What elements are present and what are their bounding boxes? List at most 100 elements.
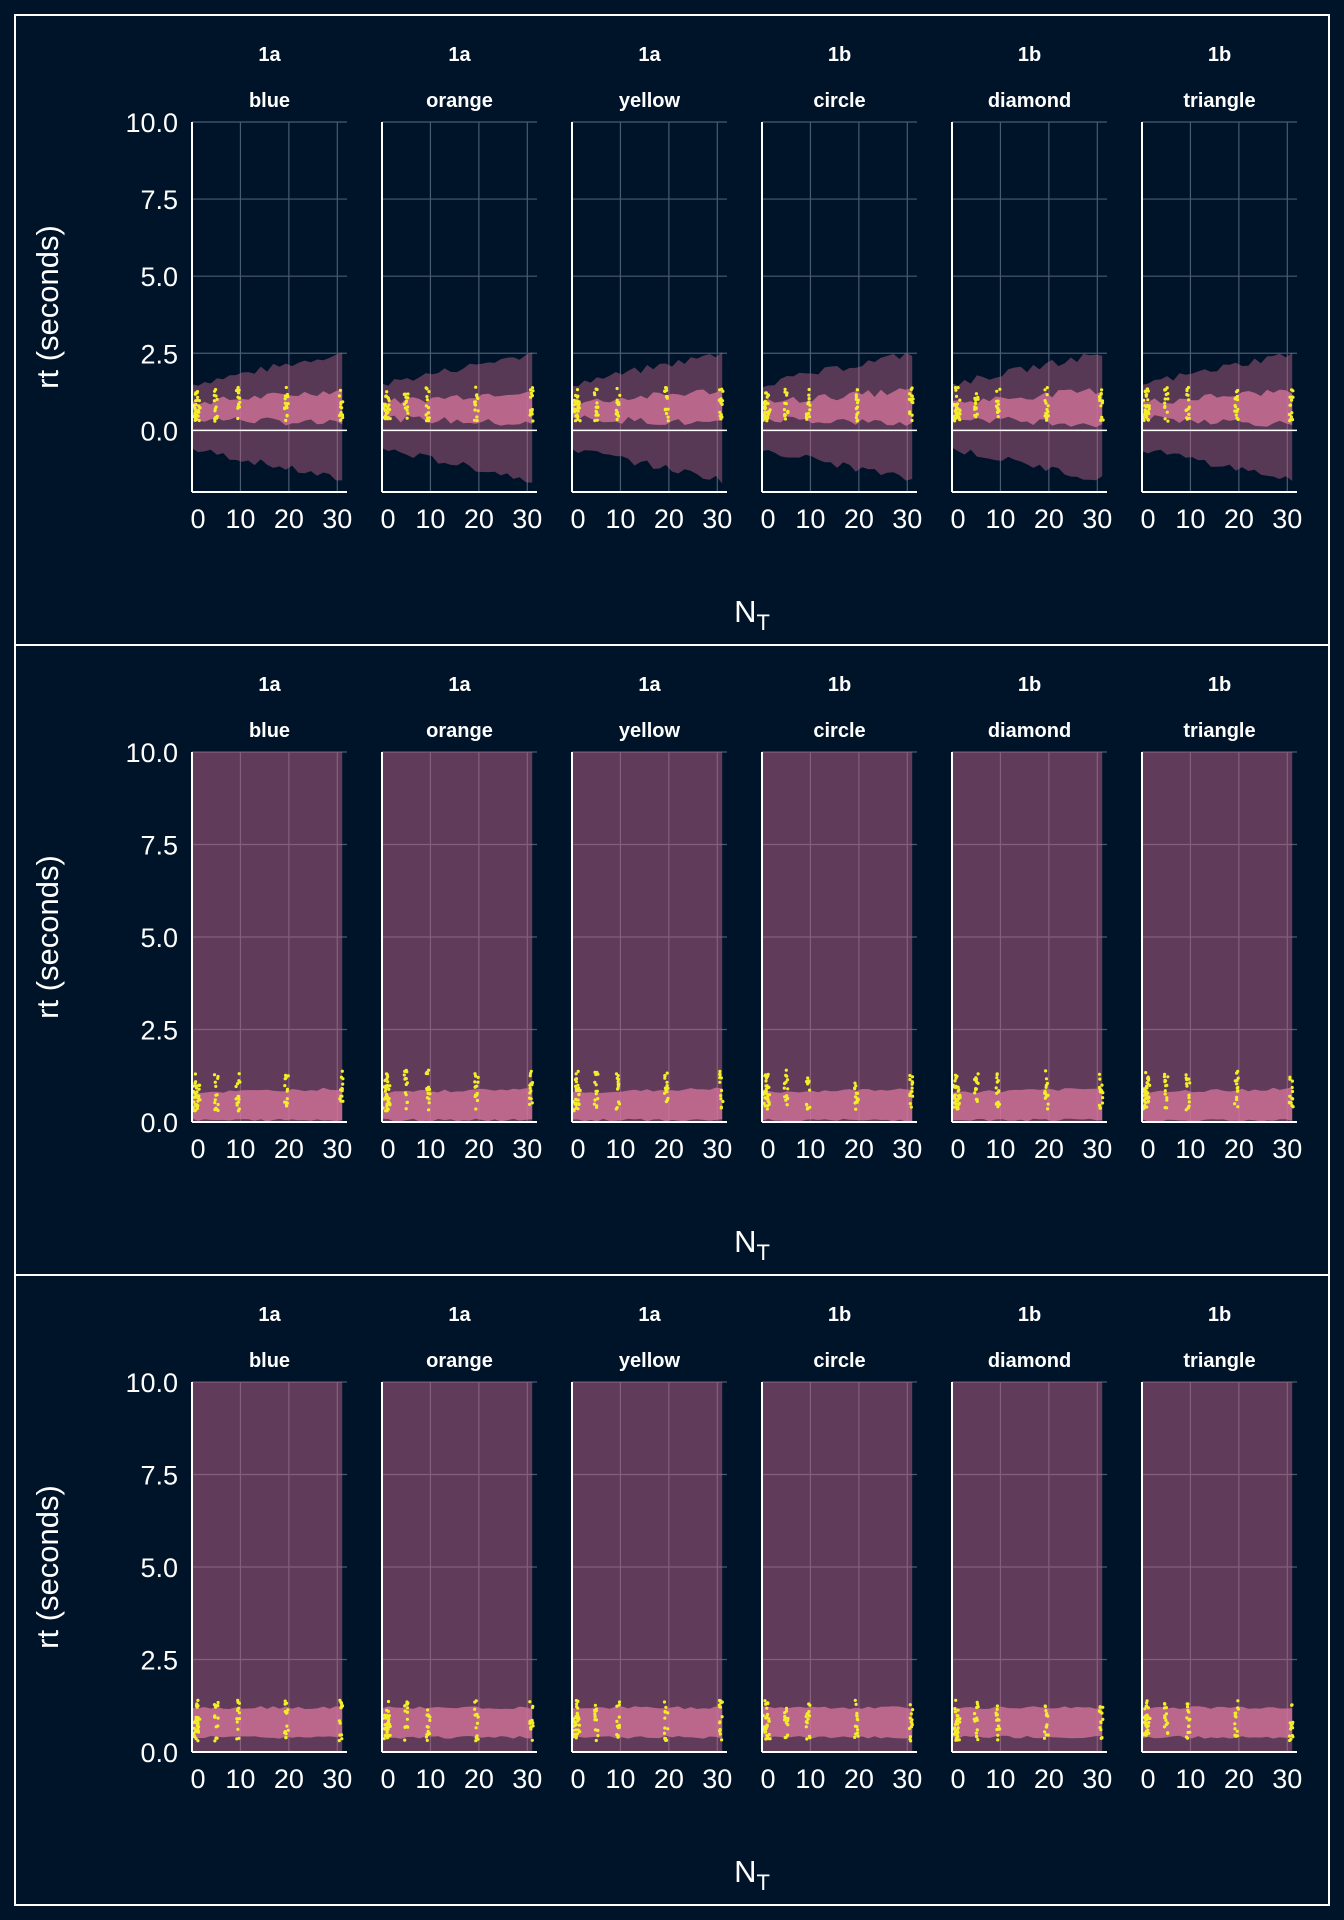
- rt-point: [958, 408, 962, 412]
- rt-point: [910, 386, 914, 390]
- rt-point: [212, 1073, 217, 1077]
- rt-point: [384, 1723, 388, 1727]
- rt-point: [956, 1708, 960, 1712]
- y-axis-title: rt (seconds): [30, 225, 65, 389]
- rt-point: [718, 1073, 722, 1077]
- rt-point: [764, 415, 768, 419]
- rt-point: [806, 1076, 810, 1080]
- rt-point: [976, 397, 980, 401]
- rt-point: [214, 1093, 218, 1097]
- rt-point: [528, 1102, 532, 1106]
- y-tick-label: 5.0: [140, 1553, 178, 1583]
- rt-point: [529, 1097, 533, 1101]
- rt-point: [855, 1714, 859, 1718]
- rt-point: [717, 398, 722, 402]
- rt-point: [193, 406, 197, 410]
- rt-point: [427, 419, 431, 423]
- rt-point: [195, 391, 199, 395]
- rt-point: [426, 1733, 430, 1737]
- rt-point: [197, 1094, 201, 1098]
- y-tick-label: 0.0: [140, 416, 178, 446]
- x-tick-label: 20: [1224, 1764, 1254, 1794]
- rt-point: [664, 1736, 668, 1741]
- x-tick-label: 20: [654, 1764, 684, 1794]
- rt-point: [213, 417, 217, 421]
- rt-point: [973, 1719, 977, 1723]
- rt-point: [213, 1098, 217, 1102]
- strip-experiment-label: 1b: [1208, 1304, 1231, 1326]
- rt-point: [1042, 1736, 1047, 1740]
- rt-point: [853, 1698, 857, 1702]
- rt-point: [531, 389, 535, 393]
- rt-point: [286, 395, 290, 399]
- rt-point: [666, 415, 670, 419]
- rt-point: [1147, 404, 1151, 408]
- rt-point: [530, 394, 535, 398]
- rt-point: [475, 393, 479, 397]
- panel-triangle: 1b triangle 0 10 20 30: [1140, 674, 1302, 1164]
- rt-point: [339, 1701, 344, 1705]
- outer-band: [382, 752, 533, 1122]
- rt-point: [1098, 1090, 1102, 1094]
- x-tick-label: 10: [605, 1134, 635, 1164]
- y-tick-label: 7.5: [140, 831, 178, 861]
- x-tick-label: 30: [892, 504, 922, 534]
- rt-point: [805, 1737, 809, 1741]
- rt-point: [1288, 403, 1293, 407]
- y-tick-label: 0.0: [140, 1108, 178, 1138]
- rt-point: [910, 1080, 914, 1084]
- rt-point: [340, 1069, 344, 1073]
- x-tick-label: 30: [702, 504, 732, 534]
- rt-point: [1144, 1723, 1148, 1727]
- rt-point: [405, 1706, 410, 1710]
- rt-point: [474, 1699, 478, 1703]
- x-tick-label: 0: [950, 1764, 965, 1794]
- rt-point: [426, 411, 431, 415]
- rt-point: [995, 1727, 999, 1732]
- x-tick-label: 20: [844, 1764, 874, 1794]
- rt-point: [214, 394, 218, 398]
- rt-point: [974, 1734, 979, 1739]
- rt-point: [805, 1712, 809, 1716]
- rt-point: [237, 1072, 241, 1076]
- rt-point: [1046, 1102, 1050, 1106]
- x-tick-label: 20: [1034, 1134, 1064, 1164]
- strip-condition-label: triangle: [1183, 720, 1255, 742]
- inner-band: [382, 390, 533, 426]
- rt-point: [617, 1700, 622, 1704]
- rt-point: [1288, 1094, 1292, 1098]
- rt-point: [573, 399, 577, 404]
- x-tick-label: 0: [190, 1134, 205, 1164]
- x-axis-title: NT: [734, 1224, 770, 1265]
- rt-point: [194, 1718, 198, 1723]
- rt-point: [1290, 1085, 1294, 1090]
- rt-point: [1043, 1096, 1047, 1100]
- rt-point: [765, 1076, 769, 1080]
- x-tick-label: 0: [760, 1134, 775, 1164]
- rt-point: [1145, 387, 1149, 391]
- rt-point: [1099, 1720, 1103, 1725]
- rt-point: [338, 1698, 342, 1702]
- x-tick-label: 10: [795, 1134, 825, 1164]
- rt-point: [910, 1075, 915, 1079]
- rt-point: [855, 388, 860, 392]
- rt-point: [592, 391, 597, 395]
- rt-point: [764, 1702, 768, 1706]
- rt-point: [1166, 397, 1170, 401]
- rt-point: [1044, 1085, 1048, 1089]
- rt-point: [213, 1108, 217, 1112]
- rt-point: [593, 1712, 597, 1716]
- rt-point: [192, 1726, 196, 1730]
- rt-point: [1046, 1733, 1050, 1737]
- rt-point: [425, 395, 429, 399]
- rt-point: [1163, 1092, 1167, 1096]
- strip-condition-label: yellow: [619, 1350, 681, 1372]
- panel-circle: 1b circle 0 10 20 30: [760, 1304, 922, 1794]
- rt-point: [1162, 1075, 1166, 1079]
- outer-band: [1142, 752, 1293, 1122]
- rt-point: [1045, 1712, 1049, 1716]
- rt-point: [528, 1074, 532, 1078]
- x-tick-label: 10: [985, 504, 1015, 534]
- rt-point: [910, 1718, 914, 1722]
- rt-point: [577, 1723, 582, 1727]
